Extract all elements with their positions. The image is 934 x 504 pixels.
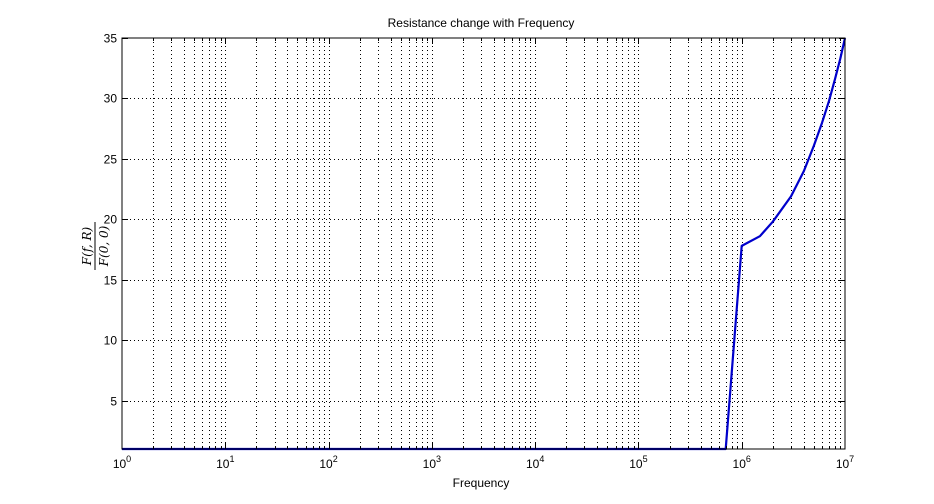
x-tick-label: 105 xyxy=(629,454,647,471)
x-tick-exponent: 5 xyxy=(643,454,648,464)
plot-area xyxy=(122,38,845,449)
x-tick-label: 103 xyxy=(423,454,441,471)
x-tick-exponent: 0 xyxy=(126,454,131,464)
x-tick-label: 104 xyxy=(526,454,544,471)
x-axis-label: Frequency xyxy=(453,476,510,490)
x-tick-base: 10 xyxy=(733,457,747,471)
y-tick-label: 25 xyxy=(104,153,118,167)
y-axis-label: F(f, R) F(0, 0) xyxy=(80,222,111,270)
x-tick-exponent: 1 xyxy=(229,454,234,464)
x-tick-base: 10 xyxy=(526,457,540,471)
y-tick-label: 20 xyxy=(104,213,118,227)
y-axis-label-denominator: F(0, 0) xyxy=(97,225,111,267)
plot-frame xyxy=(121,37,846,450)
x-tick-base: 10 xyxy=(629,457,643,471)
x-tick-label: 100 xyxy=(113,454,131,471)
y-tick-label: 30 xyxy=(104,92,118,106)
x-tick-base: 10 xyxy=(836,457,850,471)
chart-title: Resistance change with Frequency xyxy=(388,16,575,30)
y-tick-label: 5 xyxy=(110,395,117,409)
x-tick-exponent: 2 xyxy=(333,454,338,464)
x-tick-base: 10 xyxy=(423,457,437,471)
y-axis-label-numerator: F(f, R) xyxy=(80,227,94,267)
y-tick-label: 10 xyxy=(104,334,118,348)
x-tick-exponent: 6 xyxy=(746,454,751,464)
x-tick-label: 101 xyxy=(216,454,234,471)
grid-lines xyxy=(122,38,845,449)
x-tick-exponent: 7 xyxy=(849,454,854,464)
x-tick-base: 10 xyxy=(113,457,127,471)
y-tick-label: 35 xyxy=(104,32,118,46)
x-tick-base: 10 xyxy=(319,457,333,471)
y-tick-label: 15 xyxy=(104,274,118,288)
x-tick-label: 106 xyxy=(733,454,751,471)
x-tick-label: 102 xyxy=(319,454,337,471)
x-tick-label: 107 xyxy=(836,454,854,471)
x-tick-exponent: 4 xyxy=(539,454,544,464)
x-tick-base: 10 xyxy=(216,457,230,471)
x-tick-exponent: 3 xyxy=(436,454,441,464)
